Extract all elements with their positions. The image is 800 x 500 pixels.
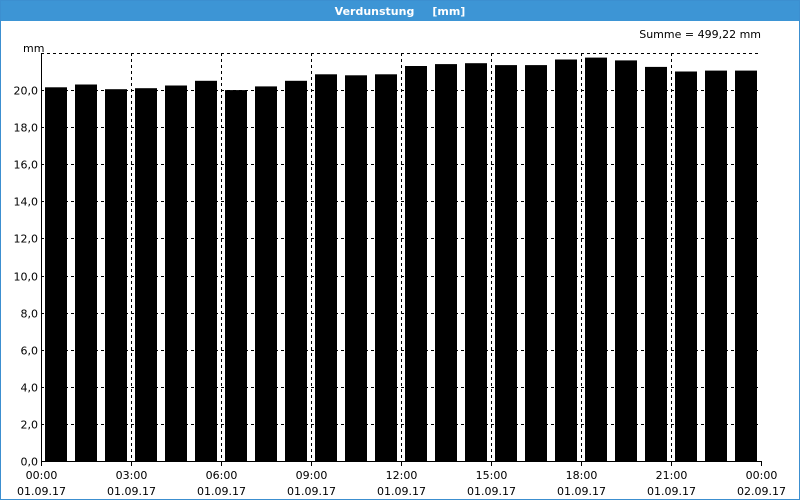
x-tick-date: 01.09.17 xyxy=(17,485,66,498)
vertical-grid-lines xyxy=(131,53,672,461)
bar xyxy=(555,59,577,461)
x-tick-time: 00:00 xyxy=(26,469,58,482)
x-tick-time: 03:00 xyxy=(116,469,148,482)
bar xyxy=(45,87,67,462)
y-tick-label: 4,0 xyxy=(21,382,39,395)
x-tick-date: 01.09.17 xyxy=(287,485,336,498)
bar xyxy=(105,89,127,461)
bar xyxy=(705,70,727,461)
x-tick-date: 01.09.17 xyxy=(377,485,426,498)
x-tick-time: 21:00 xyxy=(656,469,688,482)
title-bar: Verdunstung [mm] xyxy=(1,1,799,21)
y-tick-label: 10,0 xyxy=(14,271,39,284)
bar xyxy=(735,70,757,461)
x-tick-time: 18:00 xyxy=(566,469,598,482)
bar xyxy=(165,85,187,461)
y-axis-unit-label: mm xyxy=(23,42,44,55)
bar xyxy=(645,66,667,462)
bars xyxy=(45,57,757,462)
axes xyxy=(41,53,762,466)
y-tick-label: 2,0 xyxy=(21,419,39,432)
bar xyxy=(525,65,547,461)
bar xyxy=(255,86,277,462)
x-tick-date: 01.09.17 xyxy=(467,485,516,498)
x-tick-date: 01.09.17 xyxy=(107,485,156,498)
bar xyxy=(495,65,517,461)
y-tick-label: 20,0 xyxy=(14,85,39,98)
chart-title: Verdunstung xyxy=(334,4,415,18)
y-tick-label: 8,0 xyxy=(21,308,39,321)
x-tick-time: 09:00 xyxy=(296,469,328,482)
chart-plot: 0,0 2,0 4,0 6,0 8,0 10,0 12,0 14,0 16,0 18,0 20,0 0… xyxy=(14,28,786,498)
x-tick-time: 06:00 xyxy=(206,469,238,482)
x-tick-date: 01.09.17 xyxy=(647,485,696,498)
x-tick-date: 02.09.17 xyxy=(737,485,786,498)
bar xyxy=(345,75,367,462)
x-tick-time: 12:00 xyxy=(386,469,418,482)
chart-unit: [mm] xyxy=(432,4,466,18)
bar xyxy=(405,66,427,461)
y-tick-label: 14,0 xyxy=(14,196,39,209)
bar xyxy=(375,74,397,462)
x-tick-date: 01.09.17 xyxy=(557,485,606,498)
y-tick-label: 16,0 xyxy=(14,159,39,172)
y-tick-label: 18,0 xyxy=(14,122,39,135)
x-tick-time: 00:00 xyxy=(746,469,778,482)
bar xyxy=(135,88,157,461)
bar xyxy=(435,64,457,461)
y-tick-label: 0,0 xyxy=(21,456,39,469)
bar xyxy=(615,60,637,462)
sum-label: Summe = 499,22 mm xyxy=(639,28,761,41)
bar xyxy=(465,63,487,461)
y-tick-label: 12,0 xyxy=(14,233,39,246)
bar xyxy=(225,90,247,461)
bar xyxy=(195,80,217,462)
y-tick-label: 6,0 xyxy=(21,345,39,358)
x-tick-time: 15:00 xyxy=(476,469,508,482)
x-tick-date: 01.09.17 xyxy=(197,485,246,498)
bar xyxy=(75,84,97,461)
bar xyxy=(675,71,697,461)
bar xyxy=(585,57,607,461)
axis-labels: 0,0 2,0 4,0 6,0 8,0 10,0 12,0 14,0 16,0 18,0 20,0 0… xyxy=(14,28,786,498)
bar xyxy=(315,74,337,462)
bar xyxy=(285,80,307,462)
